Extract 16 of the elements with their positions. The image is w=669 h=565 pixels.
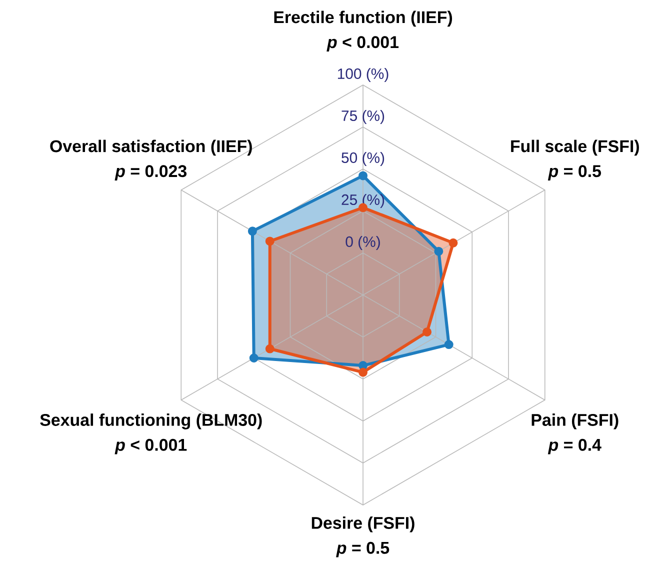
text: p = 0.4: [548, 438, 602, 454]
y-tick-label: 75 (%): [342, 110, 384, 124]
spoke-label: Erectile function (IIEF): [274, 10, 452, 27]
spoke-label: Pain (FSFI): [532, 414, 618, 430]
text: p = 0.023: [114, 165, 187, 180]
text: p = 0.5: [548, 165, 601, 180]
spoke-label: Sexual functioning (BLM30): [40, 414, 262, 430]
spoke-label: Desire (FSFI): [312, 516, 414, 532]
spoke-label: Overall satisfaction (IIEF): [50, 140, 252, 156]
text: p < 0.001: [114, 438, 187, 454]
text: p < 0.001: [326, 36, 399, 52]
y-tick-label: 0 (%): [346, 236, 380, 250]
y-tick-label: 50 (%): [342, 152, 384, 166]
y-tick-label: 100 (%): [338, 68, 388, 82]
spoke-label: Full scale (FSFI): [511, 140, 639, 156]
text: p = 0.5: [336, 542, 390, 558]
